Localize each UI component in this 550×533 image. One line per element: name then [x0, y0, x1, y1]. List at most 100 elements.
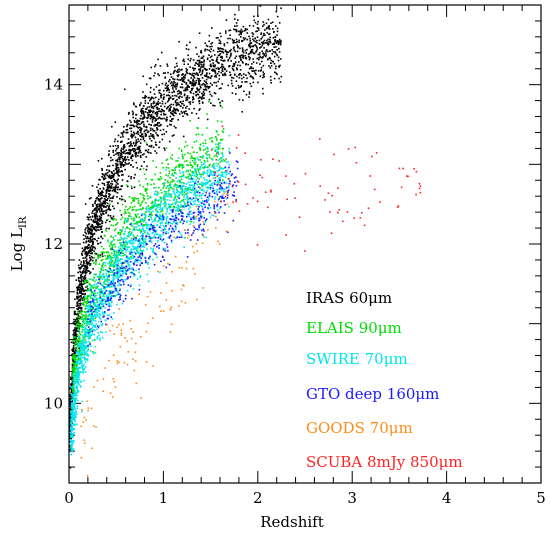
data-point — [119, 161, 122, 163]
data-point — [114, 121, 117, 123]
data-point — [77, 300, 80, 302]
data-point — [168, 80, 170, 83]
data-point — [111, 274, 113, 276]
data-point — [97, 255, 99, 257]
data-point — [93, 286, 95, 289]
data-point — [76, 302, 78, 305]
data-point — [97, 222, 100, 225]
data-point — [199, 80, 202, 82]
data-point — [139, 208, 141, 211]
data-point — [144, 216, 147, 218]
data-point — [78, 327, 81, 330]
data-point — [88, 335, 91, 337]
data-point — [202, 55, 205, 57]
data-point — [182, 157, 184, 160]
data-point — [230, 60, 232, 62]
data-point — [171, 169, 173, 171]
data-point — [117, 169, 120, 172]
data-point — [146, 223, 149, 226]
data-point — [103, 298, 105, 300]
data-point — [195, 112, 198, 115]
data-point — [165, 168, 167, 171]
data-point — [216, 151, 218, 153]
data-point — [176, 207, 179, 210]
data-point — [80, 346, 83, 349]
data-point — [162, 233, 164, 236]
data-point — [268, 25, 270, 28]
data-point — [206, 58, 209, 61]
data-point — [195, 197, 198, 199]
data-point — [172, 77, 174, 80]
data-point — [206, 45, 209, 48]
data-point — [256, 36, 259, 38]
data-point — [189, 178, 192, 180]
data-point — [164, 179, 167, 181]
data-point — [273, 77, 276, 80]
data-point — [112, 224, 115, 227]
data-point — [100, 245, 103, 248]
data-point — [181, 83, 183, 85]
data-point — [83, 379, 85, 382]
data-point — [253, 15, 255, 18]
data-point — [70, 428, 72, 431]
data-point — [113, 218, 116, 220]
data-point — [192, 67, 195, 70]
data-point — [212, 177, 215, 180]
data-point — [75, 279, 78, 281]
data-point — [187, 198, 190, 200]
data-point — [252, 25, 255, 27]
data-point — [108, 274, 110, 276]
data-point — [187, 63, 189, 65]
data-point — [92, 245, 94, 248]
data-point — [98, 178, 100, 181]
data-point — [71, 449, 73, 452]
data-point — [183, 93, 186, 95]
data-point — [175, 88, 177, 90]
data-point — [124, 246, 126, 248]
data-point — [148, 237, 151, 240]
data-point — [160, 105, 162, 107]
data-point — [198, 91, 201, 93]
data-point — [218, 196, 221, 199]
data-point — [199, 149, 202, 151]
data-point — [173, 185, 175, 188]
data-point — [189, 184, 192, 187]
data-point — [156, 129, 158, 131]
data-point — [205, 44, 208, 47]
data-point — [209, 63, 212, 66]
data-point — [183, 182, 186, 185]
data-point — [83, 278, 85, 281]
data-point — [175, 221, 177, 224]
data-point — [84, 335, 87, 338]
data-point — [164, 202, 167, 205]
data-point — [268, 41, 270, 43]
data-point — [159, 204, 162, 206]
data-point — [145, 142, 148, 144]
data-point — [71, 428, 73, 431]
data-point — [225, 30, 227, 32]
data-point — [111, 261, 113, 264]
data-point — [160, 230, 162, 232]
data-point — [132, 199, 134, 202]
data-point — [158, 219, 161, 221]
data-point — [106, 185, 109, 188]
data-point — [73, 332, 75, 334]
data-point — [133, 205, 136, 208]
data-point — [88, 318, 91, 320]
data-point — [111, 183, 114, 185]
data-point — [89, 278, 91, 280]
data-point — [132, 134, 135, 136]
data-point — [230, 52, 232, 55]
data-point — [198, 194, 201, 197]
data-point — [103, 206, 105, 208]
data-point — [159, 189, 162, 191]
data-point — [273, 42, 275, 44]
data-point — [276, 40, 279, 42]
data-point — [194, 91, 197, 93]
data-point — [86, 349, 89, 352]
data-point — [119, 188, 121, 191]
data-point — [106, 239, 109, 242]
data-point — [89, 295, 92, 298]
data-point — [119, 136, 122, 138]
data-point — [94, 215, 96, 217]
